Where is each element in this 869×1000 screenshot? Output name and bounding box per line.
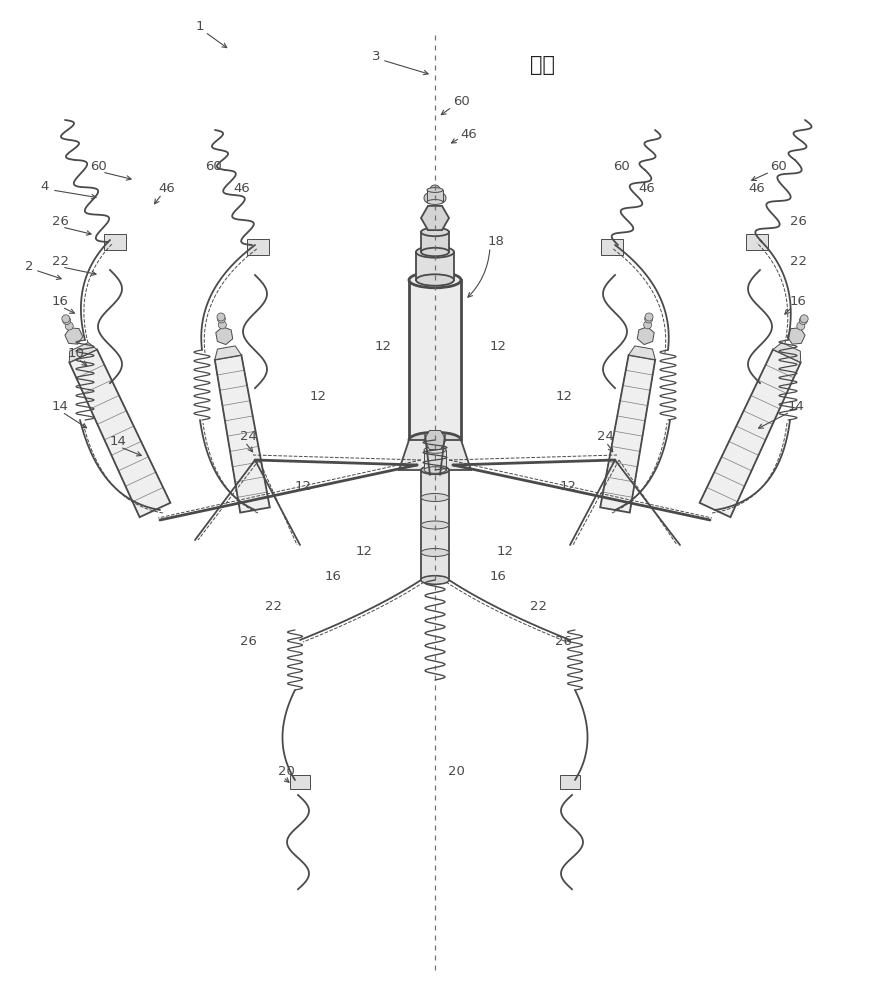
Text: 60: 60	[453, 95, 469, 108]
Ellipse shape	[415, 274, 454, 286]
Text: 24: 24	[240, 430, 256, 443]
Text: 46: 46	[637, 182, 654, 195]
Circle shape	[435, 193, 446, 203]
Ellipse shape	[421, 493, 448, 502]
Text: 26: 26	[789, 215, 806, 228]
Text: 16: 16	[325, 570, 342, 583]
Text: 22: 22	[52, 255, 69, 268]
Bar	[600, 239, 622, 255]
Text: 16: 16	[52, 295, 69, 308]
Circle shape	[63, 317, 70, 325]
Text: 2: 2	[25, 260, 34, 273]
Text: 16: 16	[489, 570, 507, 583]
Ellipse shape	[423, 467, 446, 473]
Polygon shape	[70, 349, 170, 517]
Text: 12: 12	[355, 545, 373, 558]
Text: 46: 46	[460, 128, 476, 141]
Text: 14: 14	[109, 435, 127, 448]
Text: 20: 20	[278, 765, 295, 778]
Bar	[408, 280, 461, 440]
Text: 46: 46	[747, 182, 764, 195]
Circle shape	[216, 313, 225, 321]
Text: 26: 26	[240, 635, 256, 648]
Ellipse shape	[421, 521, 448, 529]
Text: 轴线: 轴线	[529, 55, 554, 75]
Text: 12: 12	[295, 480, 312, 493]
Text: 22: 22	[529, 600, 547, 613]
Circle shape	[65, 322, 73, 330]
Polygon shape	[699, 349, 799, 517]
Ellipse shape	[415, 246, 454, 258]
Circle shape	[644, 313, 653, 321]
Polygon shape	[70, 343, 97, 362]
Polygon shape	[772, 343, 799, 362]
Text: 16: 16	[789, 295, 806, 308]
Polygon shape	[215, 355, 269, 513]
Text: 1: 1	[196, 20, 204, 33]
Ellipse shape	[421, 228, 448, 236]
Text: 20: 20	[448, 765, 464, 778]
Circle shape	[423, 193, 434, 203]
Text: 3: 3	[372, 50, 380, 63]
Bar	[104, 234, 126, 250]
Text: 26: 26	[52, 215, 69, 228]
Circle shape	[643, 321, 651, 329]
Text: 14: 14	[787, 400, 804, 413]
Bar	[745, 234, 767, 250]
Ellipse shape	[423, 447, 446, 453]
Ellipse shape	[421, 548, 448, 556]
Text: 12: 12	[489, 340, 507, 353]
Text: 60: 60	[769, 160, 786, 173]
Text: 46: 46	[158, 182, 175, 195]
Bar	[421, 232, 448, 252]
Circle shape	[644, 315, 652, 323]
Ellipse shape	[421, 248, 448, 256]
Ellipse shape	[427, 200, 442, 204]
Circle shape	[799, 315, 807, 323]
Ellipse shape	[408, 272, 461, 288]
Circle shape	[429, 185, 440, 195]
Bar	[423, 450, 446, 470]
Text: 12: 12	[555, 390, 573, 403]
Text: 22: 22	[789, 255, 806, 268]
Text: 24: 24	[596, 430, 614, 443]
Text: 12: 12	[375, 340, 392, 353]
Text: 46: 46	[233, 182, 249, 195]
Bar	[247, 239, 269, 255]
Bar	[421, 470, 448, 580]
Text: 12: 12	[309, 390, 327, 403]
Bar	[289, 775, 309, 789]
Polygon shape	[600, 355, 654, 513]
Polygon shape	[215, 346, 241, 360]
Text: 18: 18	[488, 235, 504, 248]
Text: 60: 60	[613, 160, 629, 173]
Text: 10: 10	[68, 347, 85, 360]
Circle shape	[62, 315, 70, 323]
Bar	[427, 190, 442, 202]
Circle shape	[218, 321, 226, 329]
Text: 60: 60	[90, 160, 107, 173]
Ellipse shape	[427, 188, 442, 192]
Text: 26: 26	[554, 635, 571, 648]
Circle shape	[796, 322, 804, 330]
Ellipse shape	[421, 576, 448, 584]
Polygon shape	[399, 440, 470, 470]
Ellipse shape	[421, 576, 448, 584]
Polygon shape	[628, 346, 654, 360]
Ellipse shape	[408, 432, 461, 448]
Text: 60: 60	[205, 160, 222, 173]
Text: 22: 22	[265, 600, 282, 613]
Text: 12: 12	[496, 545, 514, 558]
Text: 4: 4	[40, 180, 49, 193]
Text: 14: 14	[52, 400, 69, 413]
Circle shape	[217, 315, 225, 323]
Bar	[560, 775, 580, 789]
Bar	[415, 252, 454, 280]
Circle shape	[799, 317, 806, 325]
Text: 12: 12	[560, 480, 576, 493]
Ellipse shape	[421, 466, 448, 474]
